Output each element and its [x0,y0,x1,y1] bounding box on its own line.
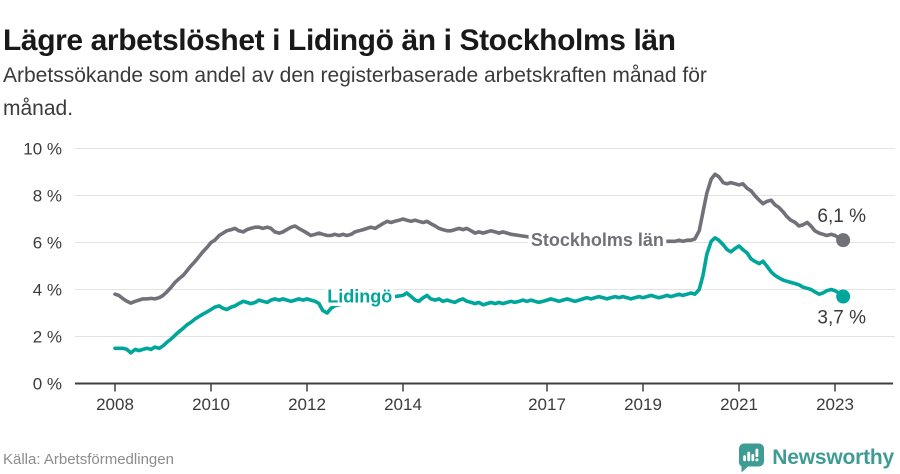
end-value-label-liding-: 3,7 % [817,308,866,329]
end-value-label-stockholms-l-n: 6,1 % [817,206,866,227]
y-tick-label: 0 % [33,375,62,394]
subtitle-line-2: månad. [3,97,74,121]
brand-name: Newsworthy [772,446,894,469]
y-tick-label: 8 % [33,187,62,206]
newsworthy-logo-icon [739,443,765,473]
x-tick-label: 2019 [624,395,662,414]
series-label-stockholms-l-n: Stockholms län [531,230,664,250]
page-title: Lägre arbetslöshet i Lidingö än i Stockh… [3,24,676,58]
chart-subtitle: Arbetssökande som andel av den registerb… [3,59,707,125]
x-tick-label: 2012 [288,395,326,414]
x-tick-label: 2017 [528,395,566,414]
x-tick-label: 2008 [96,395,134,414]
series-label-liding-: Lidingö [327,287,392,307]
x-tick-label: 2010 [192,395,230,414]
series-line-stockholms-l-n [113,172,846,305]
y-tick-label: 10 % [23,140,62,159]
y-tick-label: 2 % [33,328,62,347]
x-tick-label: 2014 [384,395,422,414]
x-tick-label: 2021 [720,395,758,414]
y-tick-label: 4 % [33,281,62,300]
logo-bars [743,448,759,462]
series-line-liding- [113,236,846,355]
x-tick-label: 2023 [816,395,854,414]
brand-block: Newsworthy [738,443,894,473]
end-dot-stockholms-l-n [836,233,851,248]
y-tick-label: 6 % [33,234,62,253]
end-dot-liding- [836,289,851,304]
source-note: Källa: Arbetsförmedlingen [3,451,174,468]
subtitle-line-1: Arbetssökande som andel av den registerb… [3,64,707,87]
